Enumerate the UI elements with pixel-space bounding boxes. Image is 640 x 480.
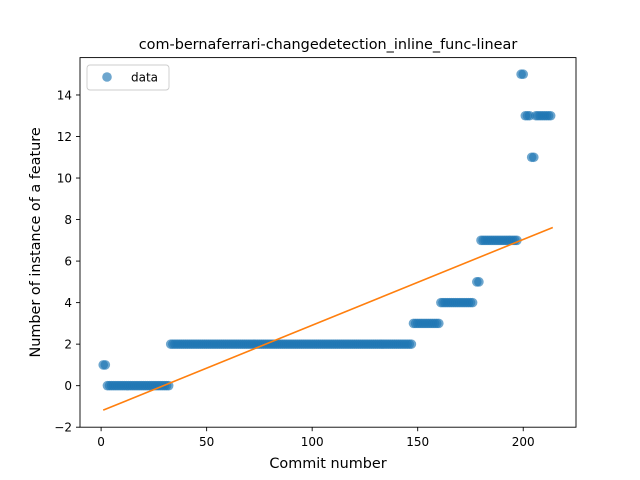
data-point [100, 360, 111, 370]
fit-line [102, 226, 554, 411]
y-axis-label: Number of instance of a feature [28, 127, 44, 357]
data-point [518, 69, 529, 80]
data-point [545, 110, 556, 121]
y-tick-label: 6 [64, 254, 72, 268]
legend-label: data [131, 71, 158, 85]
x-axis-ticks: 0 50 100 150 200 [97, 427, 535, 449]
data-point [474, 277, 484, 287]
y-axis-ticks: −2 0 2 4 6 8 10 12 14 [54, 88, 80, 435]
data-point [434, 318, 444, 329]
legend-marker [102, 72, 112, 82]
y-tick-label: 10 [57, 171, 72, 185]
y-tick-label: 2 [64, 337, 72, 351]
y-tick-label: 14 [57, 88, 72, 102]
legend: data [86, 64, 170, 91]
axes-frame [79, 57, 577, 428]
data-point [406, 339, 417, 349]
x-tick-label: 50 [199, 435, 214, 449]
data-point [528, 152, 539, 163]
x-tick-label: 0 [97, 435, 105, 449]
x-tick-label: 150 [406, 435, 429, 449]
y-tick-label: 0 [64, 379, 72, 393]
y-tick-label: 12 [57, 130, 72, 144]
legend-box [86, 64, 170, 91]
y-tick-label: 4 [64, 296, 72, 310]
x-tick-label: 200 [512, 435, 535, 449]
plot-area [98, 69, 556, 411]
y-tick-label: 8 [64, 213, 72, 227]
chart-title: com-bernaferrari-changedetection_inline_… [139, 37, 518, 53]
y-tick-label: −2 [54, 421, 72, 435]
data-point [467, 297, 478, 308]
x-tick-label: 100 [301, 435, 324, 449]
x-axis-label: Commit number [269, 456, 386, 472]
